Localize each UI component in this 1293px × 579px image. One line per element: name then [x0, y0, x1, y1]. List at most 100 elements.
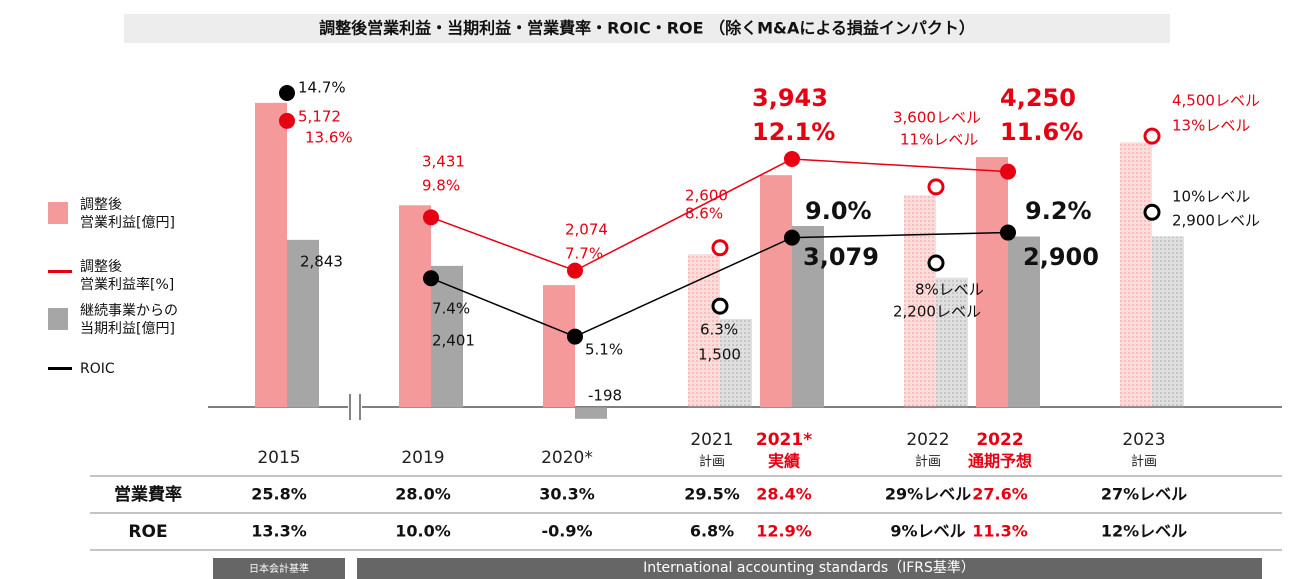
data-label: 13%レベル — [1172, 117, 1250, 135]
data-label: 9.8% — [422, 177, 460, 195]
line — [430, 158, 1009, 272]
footer-label: 日本会計基準 — [249, 562, 309, 575]
x-tick-label: 2020* — [541, 448, 593, 468]
x-tick-sublabel: 計画 — [699, 454, 725, 470]
legend-key — [48, 308, 68, 330]
data-label: -198 — [588, 387, 622, 405]
data-label: 6.3% — [700, 321, 738, 339]
marker — [1000, 163, 1016, 180]
x-tick-label: 2015 — [257, 448, 300, 468]
data-label: 3,600レベル — [893, 109, 981, 127]
data-label: 4,250 — [1000, 84, 1076, 112]
bar — [1008, 236, 1040, 408]
bar — [720, 318, 752, 408]
legend-label: 調整後 営業利益率[%] — [80, 259, 175, 293]
footer-band — [357, 558, 1262, 579]
marker — [423, 209, 439, 226]
x-tick-sublabel: 実績 — [768, 452, 800, 471]
data-label: 2,200レベル — [893, 303, 981, 321]
data-label: 4,500レベル — [1172, 92, 1260, 110]
table-cell: 13.3% — [251, 522, 307, 541]
table-cell: 29%レベル — [885, 485, 971, 504]
x-tick-label: 2021 — [690, 430, 733, 450]
bar — [904, 195, 936, 408]
marker — [711, 239, 729, 257]
table-cell: 9%レベル — [890, 522, 965, 541]
footer-band — [213, 558, 345, 579]
bar — [760, 175, 792, 408]
x-tick-sublabel: 計画 — [915, 454, 941, 470]
legend-label: ROIC — [80, 361, 115, 377]
bar — [575, 407, 607, 419]
table-cell: -0.9% — [541, 522, 592, 541]
marker — [279, 112, 295, 129]
table-cell: 29.5% — [684, 485, 740, 504]
x-tick-sublabel: 計画 — [1131, 454, 1157, 470]
bar — [255, 102, 287, 408]
legend-label: 調整後 営業利益[億円] — [80, 197, 175, 231]
data-label: 2,843 — [300, 253, 343, 271]
table-cell: 10.0% — [395, 522, 451, 541]
table-cell: 11.3% — [972, 522, 1028, 541]
data-label: 2,074 — [565, 221, 608, 239]
table-cell: 27.6% — [972, 485, 1028, 504]
bar — [792, 225, 824, 408]
legend-key — [48, 270, 72, 273]
x-tick-label: 2021* — [756, 430, 812, 450]
table-cell: 6.8% — [690, 522, 734, 541]
data-label: 13.6% — [305, 129, 353, 147]
marker — [927, 254, 945, 272]
x-tick-label: 2019 — [401, 448, 444, 468]
data-label: 7.4% — [432, 300, 470, 318]
row-header: 営業費率 — [114, 484, 182, 505]
x-tick-sublabel: 通期予想 — [968, 452, 1032, 471]
data-label: 2,600 — [685, 187, 728, 205]
bar — [936, 277, 968, 408]
marker — [1143, 203, 1161, 221]
legend-key — [48, 367, 72, 370]
legend-label: 継続事業からの 当期利益[億円] — [80, 303, 178, 337]
row-header: ROE — [128, 522, 167, 542]
marker — [279, 84, 295, 101]
table-cell: 27%レベル — [1101, 485, 1187, 504]
data-label: 7.7% — [565, 245, 603, 263]
marker — [711, 297, 729, 315]
data-label: 3,079 — [803, 243, 879, 271]
x-tick-label: 2022 — [976, 430, 1023, 450]
data-label: 11%レベル — [900, 131, 978, 149]
marker — [784, 229, 800, 246]
table-cell: 28.4% — [756, 485, 812, 504]
table-cell: 25.8% — [251, 485, 307, 504]
bar — [688, 254, 720, 408]
data-label: 9.0% — [805, 197, 872, 225]
bar — [399, 205, 431, 408]
data-label: 3,431 — [422, 153, 465, 171]
data-label: 5,172 — [298, 108, 341, 126]
marker — [927, 178, 945, 196]
table-cell: 12.9% — [756, 522, 812, 541]
data-label: 2,900 — [1023, 243, 1099, 271]
table-cell: 12%レベル — [1101, 522, 1187, 541]
marker — [423, 270, 439, 287]
bar — [1152, 236, 1184, 408]
footer-label: International accounting standards（IFRS基… — [643, 559, 975, 576]
data-label: 5.1% — [585, 341, 623, 359]
bar — [1120, 142, 1152, 408]
data-label: 9.2% — [1025, 197, 1092, 225]
data-label: 14.7% — [298, 79, 346, 97]
data-label: 12.1% — [752, 118, 835, 146]
marker — [567, 328, 583, 345]
marker — [1000, 224, 1016, 241]
data-label: 11.6% — [1000, 118, 1083, 146]
line — [430, 231, 1009, 338]
data-label: 10%レベル — [1172, 188, 1250, 206]
data-label: 2,401 — [432, 332, 475, 350]
bar — [543, 285, 575, 408]
data-label: 8%レベル — [915, 281, 984, 299]
data-label: 3,943 — [752, 84, 828, 112]
legend-key — [48, 202, 68, 224]
x-tick-label: 2022 — [906, 430, 949, 450]
data-label: 2,900レベル — [1172, 212, 1260, 230]
